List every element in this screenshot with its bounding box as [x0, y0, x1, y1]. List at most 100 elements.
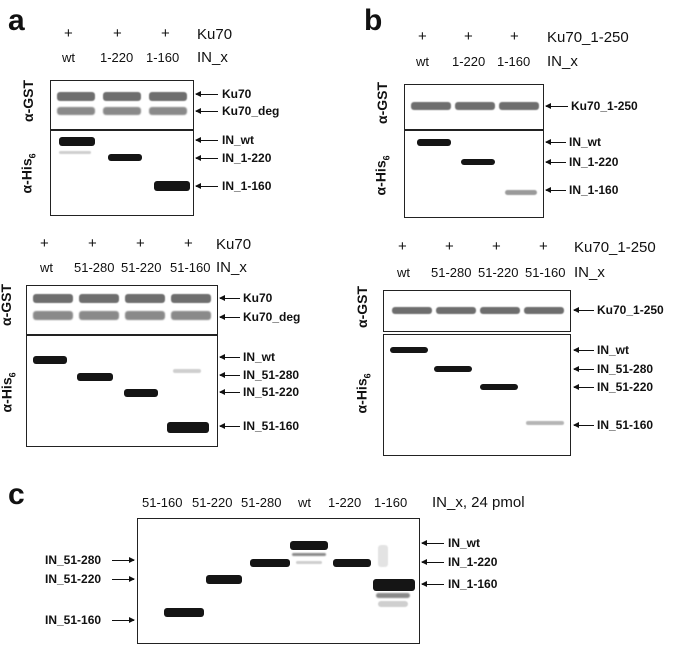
marker-arrow: [195, 91, 218, 97]
plus-sign: +: [40, 235, 49, 252]
blot-band: [290, 541, 328, 550]
marker-arrow: [112, 557, 135, 563]
axis-label-his-text: α-His: [353, 378, 370, 414]
blot-band: [149, 107, 187, 115]
marker-label: IN_1-220: [569, 155, 619, 169]
blot-band: [480, 384, 518, 390]
lane-label: 51-160: [170, 260, 211, 275]
marker-label: Ku70_1-250: [597, 303, 664, 317]
marker-label: IN_51-220: [243, 385, 300, 399]
marker-label: IN_51-220: [597, 380, 654, 394]
marker-arrow: [195, 108, 218, 114]
blot-band: [171, 311, 211, 320]
axis-label-his: α-His6: [0, 364, 17, 420]
marker-label: IN_1-160: [569, 183, 619, 197]
marker-arrow: [573, 384, 594, 390]
blot-a-bottom-his: [26, 335, 218, 447]
blot-band: [333, 559, 371, 567]
blot-band: [59, 137, 95, 146]
marker-arrow: [573, 347, 594, 353]
header-ku70-1-250: Ku70_1-250: [574, 239, 656, 256]
blot-band: [392, 307, 432, 314]
lane-label: 51-160: [142, 495, 183, 510]
blot-band: [378, 601, 408, 607]
lane-label: 1-160: [497, 54, 531, 69]
panel-label-a: a: [8, 4, 25, 37]
header-ku70: Ku70: [197, 26, 233, 43]
blot-band: [103, 107, 141, 115]
blot-band: [33, 311, 73, 320]
lane-label: wt: [40, 260, 53, 275]
plus-sign: +: [398, 238, 407, 255]
marker-arrow: [195, 155, 218, 161]
marker-label: IN_51-220: [45, 572, 102, 586]
blot-band: [526, 421, 564, 425]
axis-label-his-sub: 6: [7, 372, 18, 378]
marker-label: IN_1-160: [222, 179, 272, 193]
blot-band: [149, 92, 187, 101]
marker-label: IN_wt: [448, 536, 481, 550]
marker-arrow: [545, 159, 566, 165]
marker-label: IN_wt: [569, 135, 602, 149]
blot-band: [57, 107, 95, 115]
row-in-x: IN_x: [197, 49, 228, 66]
marker-label: Ku70_1-250: [571, 99, 638, 113]
marker-arrow: [219, 354, 240, 360]
blot-band: [411, 102, 451, 110]
marker-arrow: [112, 617, 135, 623]
lane-label: wt: [298, 495, 311, 510]
axis-label-his: α-His6: [354, 365, 373, 421]
plus-sign: +: [510, 28, 519, 45]
marker-label: Ku70_deg: [243, 310, 301, 324]
marker-label: IN_51-160: [45, 613, 102, 627]
blot-band: [390, 347, 428, 353]
marker-label: Ku70_deg: [222, 104, 280, 118]
header-ku70-1-250: Ku70_1-250: [547, 29, 629, 46]
axis-label-his-sub: 6: [27, 153, 38, 159]
lane-label: 51-280: [241, 495, 282, 510]
blot-b-top-gst: [404, 84, 544, 130]
marker-arrow: [421, 559, 444, 565]
blot-band: [59, 151, 91, 154]
lane-label: 1-220: [452, 54, 486, 69]
lane-label: wt: [62, 50, 75, 65]
marker-arrow: [421, 581, 444, 587]
blot-band: [250, 559, 290, 567]
axis-label-gst: α-GST: [0, 283, 14, 326]
blot-band: [79, 294, 119, 303]
row-in-x: IN_x: [547, 53, 578, 70]
blot-band: [505, 190, 537, 195]
blot-a-top-his: [50, 130, 194, 216]
marker-arrow: [219, 372, 240, 378]
blot-band: [417, 139, 451, 146]
blot-band: [57, 92, 95, 101]
marker-label: IN_wt: [597, 343, 630, 357]
blot-band: [296, 561, 322, 564]
marker-label: IN_1-220: [448, 555, 498, 569]
marker-arrow: [545, 139, 566, 145]
row-in-x: IN_x: [216, 259, 247, 276]
marker-label: IN_wt: [222, 133, 255, 147]
lane-label: 51-220: [121, 260, 162, 275]
lane-label: 1-220: [100, 50, 134, 65]
marker-arrow: [219, 423, 240, 429]
blot-band: [171, 294, 211, 303]
marker-label: Ku70: [222, 87, 252, 101]
blot-c: [137, 518, 420, 644]
marker-arrow: [195, 137, 218, 143]
blot-band: [455, 102, 495, 110]
marker-label: IN_51-160: [243, 419, 300, 433]
plus-sign: +: [539, 238, 548, 255]
blot-band: [108, 154, 142, 161]
plus-sign: +: [464, 28, 473, 45]
blot-band: [77, 373, 113, 381]
blot-band: [524, 307, 564, 314]
blot-band: [167, 422, 209, 433]
blot-band: [125, 311, 165, 320]
marker-arrow: [112, 576, 135, 582]
blot-band: [436, 307, 476, 314]
header-ku70: Ku70: [216, 236, 252, 253]
marker-arrow: [573, 422, 594, 428]
plus-sign: +: [161, 25, 170, 42]
plus-sign: +: [418, 28, 427, 45]
